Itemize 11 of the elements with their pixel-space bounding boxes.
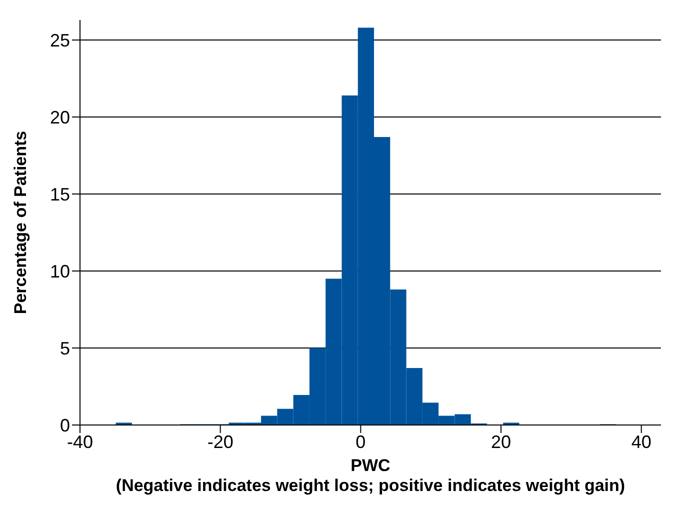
y-axis-title: Percentage of Patients (11, 130, 30, 314)
x-tick-label: 40 (631, 432, 652, 452)
x-tick-label: 20 (491, 432, 512, 452)
y-tick-label: 5 (60, 338, 70, 358)
y-tick-label: 15 (50, 184, 70, 204)
y-tick-label: 20 (50, 107, 70, 128)
y-tick-label: 10 (50, 261, 70, 282)
x-axis-title: PWC (Negative indicates weight loss; positive indicates weight gain) (116, 456, 626, 495)
x-tick-label: 0 (356, 432, 366, 452)
y-tick-label: 25 (50, 30, 70, 50)
x-tick-label: -20 (207, 432, 234, 452)
